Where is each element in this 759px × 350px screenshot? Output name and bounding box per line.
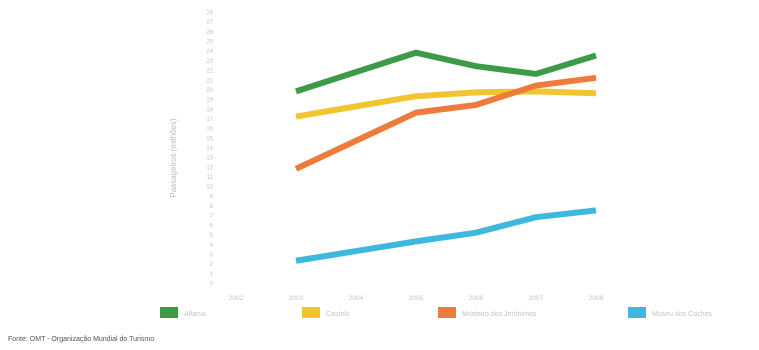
x-axis: 2002 2003 2004 2005 2006 2007 2008 bbox=[229, 295, 604, 302]
y-tick-label: 23 bbox=[206, 59, 213, 65]
y-tick-label: 17 bbox=[206, 117, 213, 123]
y-tick-label: 26 bbox=[206, 30, 213, 36]
legend-swatch bbox=[438, 307, 456, 318]
legend-label: Alfama bbox=[184, 311, 206, 318]
y-tick-label: 3 bbox=[210, 252, 214, 258]
y-tick-label: 13 bbox=[206, 156, 213, 162]
y-tick-label: 11 bbox=[207, 175, 214, 181]
y-tick-label: 7 bbox=[210, 214, 214, 220]
x-tick-label: 2003 bbox=[289, 295, 304, 302]
y-tick-label: 20 bbox=[206, 88, 213, 94]
y-tick-label: 25 bbox=[206, 40, 213, 46]
y-tick-label: 28 bbox=[206, 11, 213, 17]
y-tick-label: 12 bbox=[206, 165, 213, 171]
y-tick-label: 6 bbox=[210, 223, 214, 229]
plot-area bbox=[294, 49, 597, 264]
y-tick-label: 1 bbox=[210, 272, 214, 278]
y-tick-label: 21 bbox=[206, 78, 213, 84]
y-tick-label: 19 bbox=[206, 98, 213, 104]
x-tick-label: 2004 bbox=[349, 295, 364, 302]
y-tick-label: 10 bbox=[206, 185, 213, 191]
series-line bbox=[295, 88, 597, 120]
y-tick-label: 5 bbox=[210, 233, 214, 239]
legend: Alfama Castelo Mosteiro dos Jerónimos Museu… bbox=[160, 307, 712, 318]
source-note: Fonte: OMT - Organização Mundial do Turi… bbox=[8, 336, 155, 343]
legend-swatch bbox=[628, 307, 646, 318]
legend-swatch bbox=[302, 307, 320, 318]
series-line bbox=[294, 74, 597, 172]
legend-label: Museu dos Coches bbox=[652, 311, 712, 318]
legend-label: Mosteiro dos Jerónimos bbox=[462, 311, 537, 318]
series-line bbox=[295, 207, 597, 264]
y-tick-label: 15 bbox=[206, 136, 213, 142]
series-line bbox=[295, 49, 597, 95]
y-tick-label: 8 bbox=[210, 204, 214, 210]
x-tick-label: 2008 bbox=[589, 295, 604, 302]
x-tick-label: 2007 bbox=[529, 295, 544, 302]
y-axis: 0123456789101112131415161718192021222324… bbox=[206, 11, 213, 288]
y-tick-label: 27 bbox=[206, 20, 213, 26]
y-tick-label: 2 bbox=[210, 262, 214, 268]
x-tick-label: 2002 bbox=[229, 295, 244, 302]
x-tick-label: 2006 bbox=[469, 295, 484, 302]
y-tick-label: 24 bbox=[206, 49, 213, 55]
y-tick-label: 14 bbox=[206, 146, 213, 152]
y-tick-label: 0 bbox=[210, 282, 214, 288]
x-tick-label: 2005 bbox=[409, 295, 424, 302]
y-tick-label: 9 bbox=[210, 194, 214, 200]
legend-label: Castelo bbox=[326, 311, 350, 318]
y-tick-label: 22 bbox=[206, 69, 213, 75]
y-tick-label: 4 bbox=[210, 243, 214, 249]
y-tick-label: 16 bbox=[206, 127, 213, 133]
y-axis-label: Passageiros (milhões) bbox=[169, 118, 178, 197]
legend-swatch bbox=[160, 307, 178, 318]
y-tick-label: 18 bbox=[206, 107, 213, 113]
